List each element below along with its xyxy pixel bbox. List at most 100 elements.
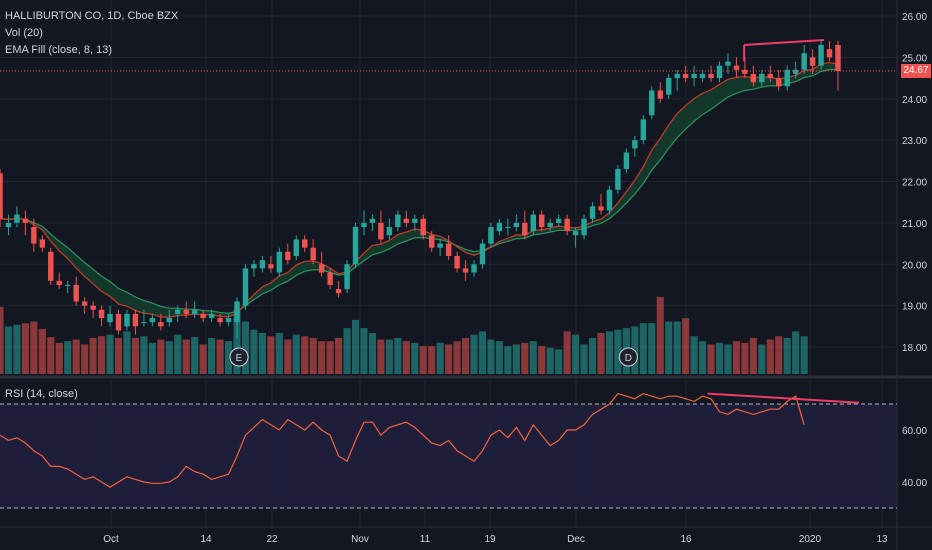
volume-bar <box>445 344 453 374</box>
volume-bar <box>538 346 546 374</box>
rsi-tick-label: 60.00 <box>902 426 927 437</box>
volume-bar <box>216 339 224 374</box>
candle-body <box>522 222 528 236</box>
candle-body <box>572 231 579 236</box>
candle-body <box>200 313 206 319</box>
volume-bar <box>766 339 774 374</box>
candle-body <box>716 65 723 79</box>
volume-bar <box>792 331 800 374</box>
candle-body <box>217 318 223 323</box>
candle-body <box>784 69 790 87</box>
volume-bar <box>250 329 258 374</box>
candle-body <box>361 222 367 228</box>
candle-body <box>268 264 274 269</box>
candle-body <box>649 90 655 116</box>
price-tick-label: 24.00 <box>902 95 927 106</box>
candle-body <box>665 78 672 95</box>
volume-bar <box>174 334 182 374</box>
price-tick-label: 21.00 <box>902 219 927 230</box>
rsi-line <box>0 392 805 488</box>
candle-body <box>767 73 773 79</box>
volume-bar <box>72 339 80 374</box>
volume-bar <box>114 337 123 374</box>
volume-bar <box>301 336 309 374</box>
candle-body <box>166 318 173 323</box>
candle-body <box>505 227 511 229</box>
earnings-marker <box>229 347 249 367</box>
volume-bar <box>385 339 393 374</box>
volume-bar <box>555 349 563 374</box>
dividend-marker <box>618 347 638 367</box>
volume-bar <box>106 334 114 374</box>
volume-bar <box>402 341 410 374</box>
candle-body <box>98 309 105 319</box>
candle-body <box>107 313 113 323</box>
volume-bar <box>436 342 444 374</box>
candle-body <box>81 301 88 306</box>
candle-body <box>462 268 469 273</box>
candle-body <box>496 222 503 232</box>
price-tick-label: 20.00 <box>902 260 927 271</box>
date-tick-label: 14 <box>200 534 212 545</box>
candle-body <box>115 313 122 331</box>
ema-fast-line <box>0 61 839 318</box>
volume-bar <box>673 321 681 374</box>
volume-bar <box>656 296 664 374</box>
volume-bar <box>38 328 46 374</box>
volume-bar <box>724 344 732 374</box>
volume-bar <box>529 341 537 374</box>
candle-body <box>598 206 604 211</box>
volume-bar <box>377 339 385 374</box>
marker-label: E <box>236 353 243 364</box>
volume-bar <box>89 337 97 374</box>
volume-bar <box>470 334 478 374</box>
date-tick-label: 11 <box>420 534 431 545</box>
volume-bars <box>0 296 808 374</box>
date-tick-label: 13 <box>876 534 888 545</box>
candle-body <box>276 251 283 273</box>
candle-body <box>56 280 62 285</box>
date-tick-label: 22 <box>266 534 278 545</box>
candle-body <box>310 247 316 261</box>
candle-body <box>454 255 460 269</box>
candle-body <box>395 214 401 228</box>
candle-body <box>547 222 553 228</box>
candle-body <box>428 235 435 248</box>
volume-bar <box>521 342 529 374</box>
volume-bar <box>0 306 4 374</box>
candle-body <box>73 284 79 302</box>
volume-bar <box>157 339 165 374</box>
volume-bar <box>690 336 698 374</box>
candle-body <box>513 222 520 228</box>
candle-body <box>369 218 376 223</box>
candle-body <box>191 309 198 314</box>
current-price-tag: 24.67 <box>901 64 931 78</box>
volume-bar <box>597 333 605 374</box>
candle-body <box>615 169 621 190</box>
volume-bar <box>64 341 72 374</box>
candle-body <box>234 301 240 323</box>
candle-body <box>733 65 740 70</box>
date-tick-label: 16 <box>680 534 692 545</box>
volume-bar <box>318 341 326 374</box>
rsi-trendline <box>707 392 860 404</box>
volume-bar <box>199 344 207 374</box>
candle-body <box>640 119 647 141</box>
volume-bar <box>504 346 512 374</box>
volume-bar <box>81 344 89 374</box>
ema-legend: EMA Fill (close, 8, 13) <box>5 44 112 56</box>
volume-bar <box>614 329 622 374</box>
candle-body <box>344 264 350 290</box>
candle-body <box>725 61 731 66</box>
candle-body <box>623 152 630 170</box>
date-tick-label: Dec <box>567 534 585 545</box>
volume-bar <box>546 347 554 374</box>
volume-bar <box>55 342 63 374</box>
ema-slow-line <box>0 68 839 315</box>
candle-body <box>352 227 359 265</box>
price-tick-label: 23.00 <box>902 136 927 147</box>
candle-body <box>792 69 799 74</box>
candle-body <box>682 73 689 79</box>
candle-body <box>759 73 765 83</box>
